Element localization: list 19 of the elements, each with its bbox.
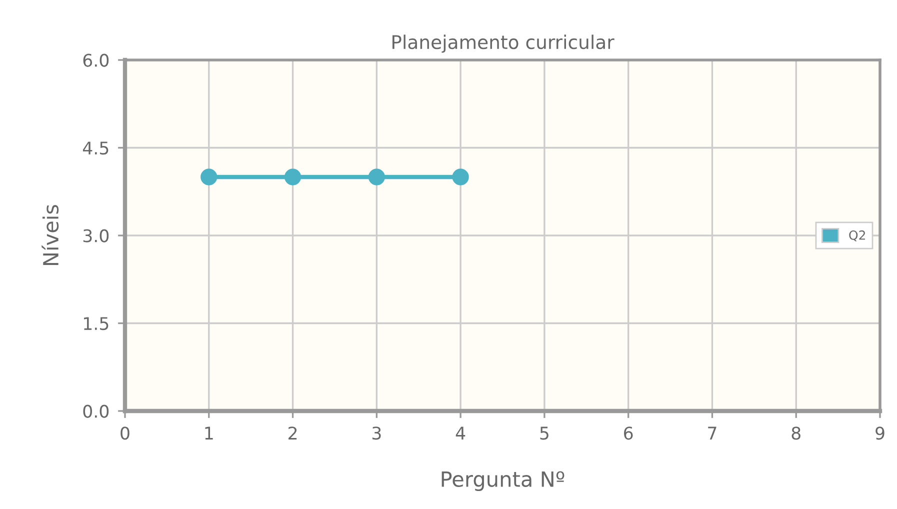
- chart-title: Planejamento curricular: [392, 34, 614, 53]
- y-tick-label: 1.5: [84, 317, 108, 330]
- y-tick-label: 6.0: [83, 54, 109, 67]
- x-tick-label: 3: [372, 426, 381, 440]
- x-tick-label: 6: [624, 426, 633, 440]
- x-tick-label: 9: [876, 426, 884, 440]
- x-tick-label: 5: [540, 426, 548, 440]
- x-tick-label: 4: [456, 426, 466, 440]
- x-tick-label: 1: [205, 426, 213, 440]
- y-axis-title: Níveis: [42, 204, 59, 266]
- y-tick-label: 0.0: [83, 404, 109, 418]
- x-tick-label: 8: [792, 426, 800, 440]
- x-tick-label: 7: [708, 426, 716, 440]
- x-tick-label: 2: [288, 426, 297, 440]
- y-tick-label: 4.5: [82, 142, 108, 155]
- legend-label: Q2: [849, 230, 865, 242]
- y-tick-label: 3.0: [83, 229, 109, 242]
- x-axis-title: Pergunta Nº: [442, 471, 564, 492]
- x-tick-label: 0: [120, 426, 130, 440]
